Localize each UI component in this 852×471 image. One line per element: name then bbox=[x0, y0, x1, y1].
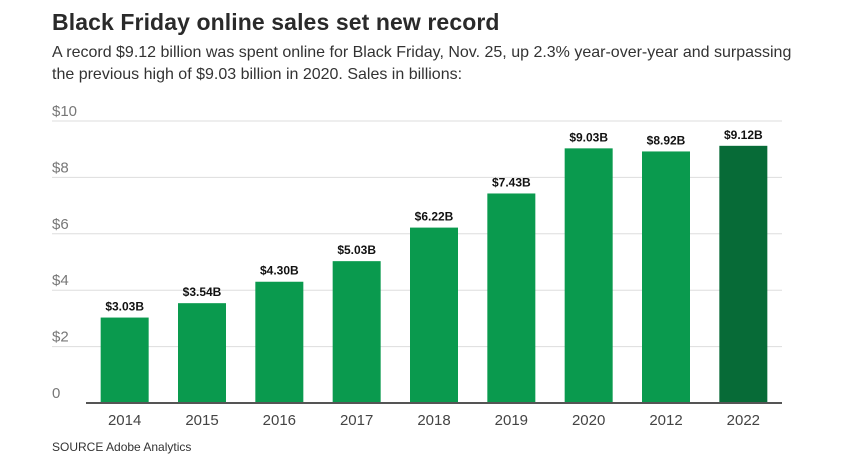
bar-2015 bbox=[178, 303, 226, 403]
y-tick-label: $2 bbox=[52, 329, 69, 346]
bar-2018 bbox=[410, 227, 458, 403]
bar-2012 bbox=[642, 151, 690, 403]
x-tick-label: 2015 bbox=[185, 412, 218, 429]
x-tick-label: 2020 bbox=[572, 412, 605, 429]
x-axis-tick-labels: 2014 2015 2016 2017 2018 2019 2020 2012 2022 bbox=[108, 412, 760, 429]
bar-value-labels: $3.03B $3.54B $4.30B $5.03B $6.22B $7.43B $9.0… bbox=[105, 128, 763, 314]
bar-2022 bbox=[719, 145, 768, 404]
y-tick-label: $8 bbox=[52, 159, 69, 176]
bar-2014 bbox=[100, 317, 149, 403]
x-tick-label: 2012 bbox=[649, 412, 682, 429]
source-note: SOURCE Adobe Analytics bbox=[52, 440, 192, 454]
bar-value-label: $3.54B bbox=[183, 285, 222, 299]
bar-2017 bbox=[332, 261, 381, 403]
bar-value-label: $9.12B bbox=[724, 128, 763, 142]
bar-value-label: $4.30B bbox=[260, 264, 299, 278]
bar-value-label: $9.03B bbox=[569, 130, 608, 144]
chart-subtitle: A record $9.12 billion was spent online … bbox=[52, 44, 792, 83]
y-tick-label: 0 bbox=[52, 385, 60, 402]
y-tick-label: $4 bbox=[52, 272, 69, 289]
bar-value-label: $8.92B bbox=[647, 133, 686, 147]
x-tick-label: 2018 bbox=[417, 412, 450, 429]
bar-2016 bbox=[255, 281, 304, 403]
y-axis-tick-labels: 0 $2 $4 $6 $8 $10 bbox=[52, 103, 77, 402]
x-tick-label: 2016 bbox=[263, 412, 296, 429]
bar-2020 bbox=[564, 148, 613, 403]
x-tick-label: 2017 bbox=[340, 412, 373, 429]
x-tick-label: 2019 bbox=[495, 412, 528, 429]
bar-value-label: $7.43B bbox=[492, 175, 531, 189]
x-tick-label: 2022 bbox=[727, 412, 760, 429]
bar-2019 bbox=[487, 193, 536, 403]
y-tick-label: $10 bbox=[52, 103, 77, 120]
y-tick-label: $6 bbox=[52, 216, 69, 233]
bar-value-label: $3.03B bbox=[105, 300, 144, 314]
bar-value-label: $6.22B bbox=[415, 210, 454, 224]
x-tick-label: 2014 bbox=[108, 412, 141, 429]
bars bbox=[100, 145, 768, 404]
chart-title: Black Friday online sales set new record bbox=[52, 9, 500, 35]
bar-value-label: $5.03B bbox=[337, 243, 376, 257]
